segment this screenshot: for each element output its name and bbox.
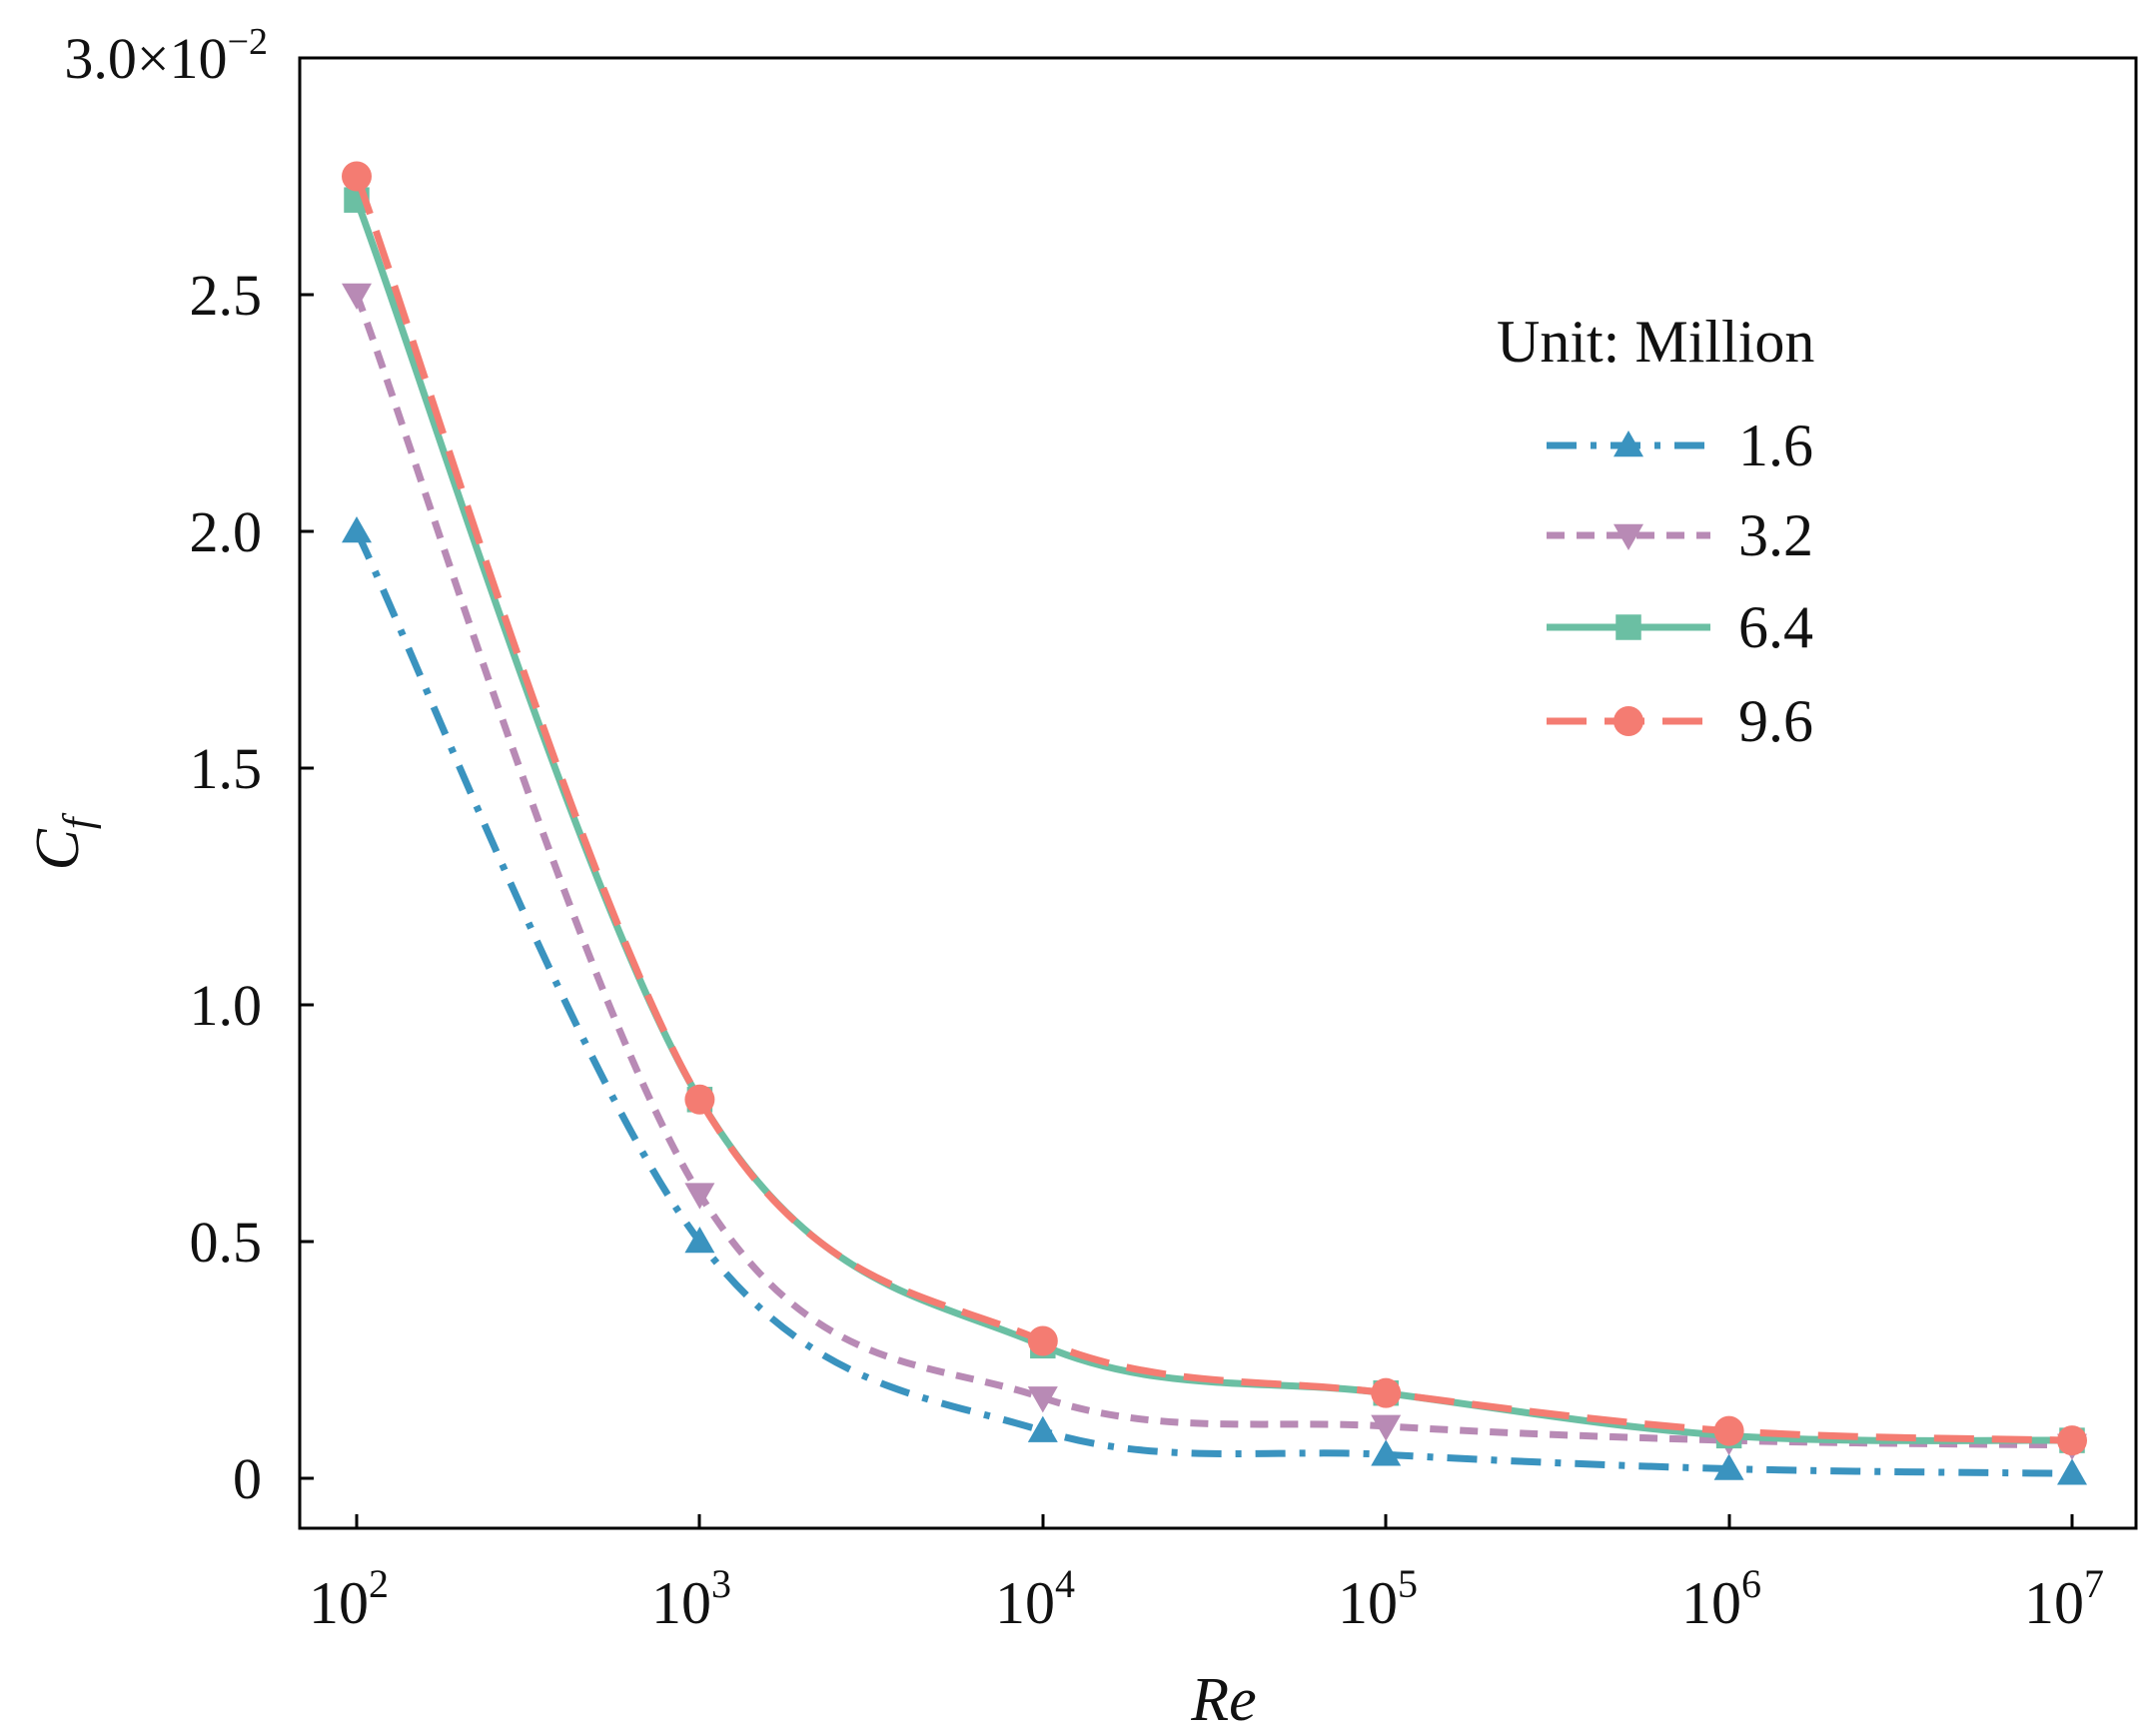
data-point-1.6 [342, 516, 372, 543]
series-line-3.2 [353, 293, 2073, 1449]
data-point-9.6 [342, 161, 372, 192]
y-tick-label: 2.5 [190, 263, 263, 328]
legend-label-1.6: 1.6 [1738, 413, 1813, 478]
data-point-1.6 [1371, 1439, 1402, 1466]
data-point-1.6 [2057, 1458, 2087, 1485]
data-point-1.6 [1713, 1453, 1744, 1480]
legend-marker-1.6 [1614, 431, 1643, 457]
legend-marker-6.4 [1615, 614, 1641, 640]
x-tick-label: 107 [2024, 1561, 2104, 1636]
x-axis-label: Re [1190, 1666, 1256, 1734]
plot-frame [298, 56, 2138, 1530]
data-point-3.2 [1027, 1386, 1058, 1413]
data-point-9.6 [2057, 1425, 2087, 1456]
y-tick-label: 0.5 [190, 1210, 263, 1275]
data-point-1.6 [684, 1227, 715, 1254]
y-tick-label: 1.5 [190, 736, 263, 801]
legend-label-3.2: 3.2 [1738, 502, 1813, 568]
y-axis-label: Cf [24, 812, 102, 870]
x-tick-label: 103 [651, 1561, 731, 1636]
legend-marker-9.6 [1614, 706, 1643, 736]
data-point-3.2 [684, 1183, 715, 1210]
series-line-6.4 [353, 198, 2073, 1444]
data-point-3.2 [1371, 1414, 1402, 1441]
x-tick-label: 105 [1338, 1561, 1418, 1636]
y-tick-label: 3.0×10−2 [64, 21, 268, 91]
y-tick-label: 2.0 [190, 499, 263, 564]
legend-label-6.4: 6.4 [1738, 594, 1813, 660]
y-tick-label: 1.0 [190, 973, 263, 1038]
x-tick-label: 106 [1681, 1561, 1761, 1636]
legend-title: Unit: Million [1497, 309, 1814, 375]
legend-label-9.6: 9.6 [1738, 688, 1813, 754]
data-point-1.6 [1027, 1415, 1058, 1442]
series-line-1.6 [353, 529, 2073, 1477]
legend-marker-3.2 [1614, 523, 1643, 550]
x-tick-label: 104 [995, 1561, 1075, 1636]
data-point-9.6 [1371, 1377, 1402, 1408]
data-point-9.6 [1713, 1415, 1744, 1446]
data-point-9.6 [684, 1084, 715, 1115]
series-line-9.6 [353, 175, 2073, 1444]
x-tick-label: 102 [309, 1561, 389, 1636]
y-tick-label: 0 [233, 1446, 262, 1511]
data-point-9.6 [1027, 1325, 1058, 1356]
data-point-3.2 [342, 283, 372, 310]
